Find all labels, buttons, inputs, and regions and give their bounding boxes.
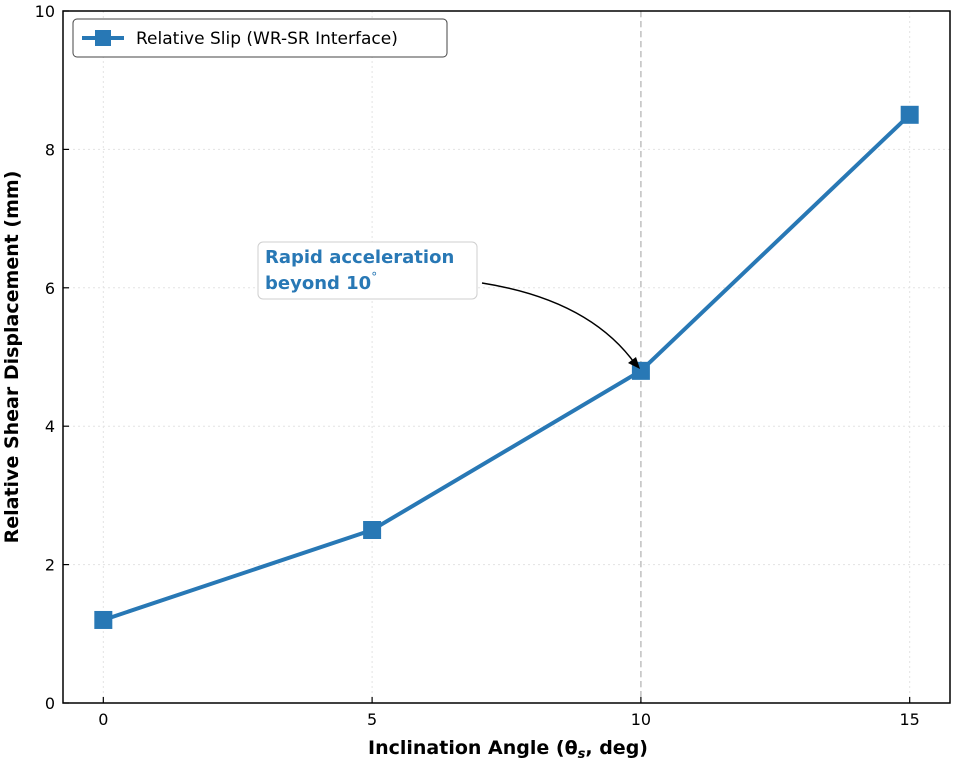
legend-label: Relative Slip (WR-SR Interface) <box>136 29 398 49</box>
annotation-line-2: beyond 10° <box>265 270 377 294</box>
annotation-line-1: Rapid acceleration <box>265 247 454 268</box>
legend-square-marker-icon <box>95 30 111 46</box>
data-point-marker <box>900 105 919 124</box>
y-tick-label: 6 <box>45 279 55 298</box>
x-tick-label: 10 <box>631 710 651 729</box>
x-tick-label: 5 <box>367 710 377 729</box>
y-tick-label: 4 <box>45 417 55 436</box>
y-ticks: 0 2 4 6 8 10 <box>35 2 69 713</box>
series-line <box>102 113 912 622</box>
x-ticks: 0 5 10 15 <box>98 697 920 729</box>
annotation-arrowhead-icon <box>628 357 640 369</box>
x-tick-label: 0 <box>98 710 108 729</box>
legend: Relative Slip (WR-SR Interface) <box>72 18 448 58</box>
y-tick-label: 2 <box>45 556 55 575</box>
grid <box>63 10 950 704</box>
series-markers <box>94 105 919 629</box>
y-tick-label: 8 <box>45 140 55 159</box>
data-point-marker <box>363 521 382 539</box>
x-axis-title: Inclination Angle (θs, deg) <box>368 737 648 762</box>
y-axis-title: Relative Shear Displacement (mm) <box>1 171 23 544</box>
plot-area <box>62 10 951 704</box>
y-tick-label: 10 <box>35 2 55 21</box>
annotation-arrow <box>481 282 637 366</box>
legend-box <box>72 18 448 58</box>
y-tick-label: 0 <box>45 694 55 713</box>
data-point-marker <box>94 610 113 629</box>
annotation-box <box>257 241 478 300</box>
annotation: Rapid acceleration beyond 10° <box>257 241 640 369</box>
x-tick-label: 15 <box>900 710 920 729</box>
